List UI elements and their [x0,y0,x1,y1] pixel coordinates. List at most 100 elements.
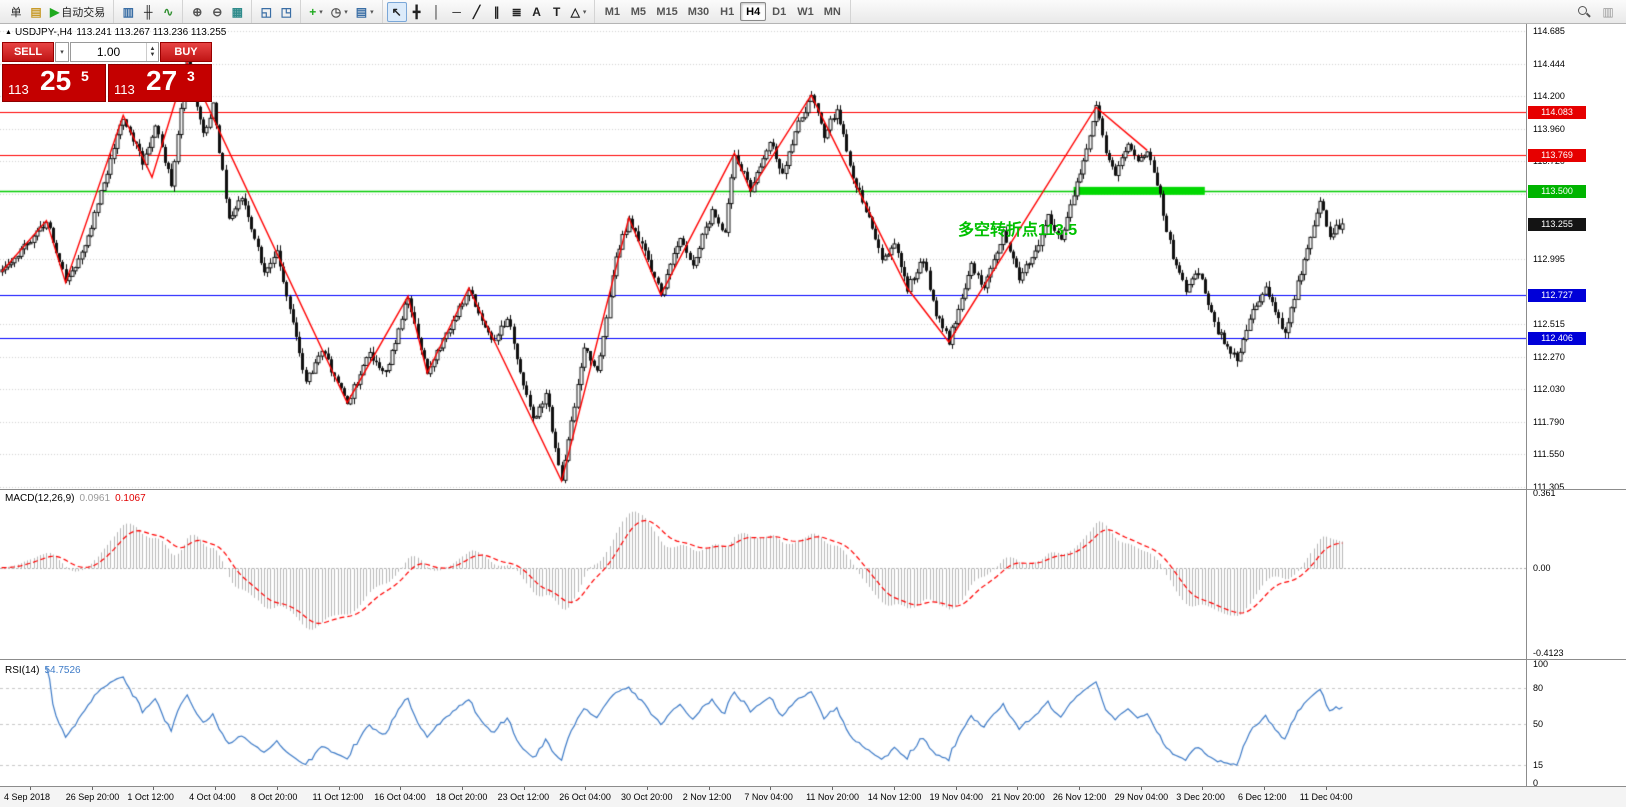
price-badge: 112.727 [1528,289,1586,303]
bar-chart-button[interactable]: ▥ [118,2,138,22]
main-chart-panel: ▲ USDJPY-,H4 113.241 113.267 113.236 113.2… [0,24,1526,489]
autotrading-icon: ▶ [50,4,60,19]
price-badge: 113.255 [1528,217,1586,231]
panel-separator[interactable] [0,489,1626,490]
time-label: 11 Nov 20:00 [806,792,859,802]
time-tick-mark [400,787,402,790]
spin-up-icon[interactable]: ▲ [149,46,156,52]
time-label: 4 Oct 04:00 [189,792,236,802]
time-label: 1 Oct 12:00 [127,792,174,802]
new-chart-button[interactable]: ▤ [26,2,46,22]
periods-button[interactable]: ◷ ▾ [327,2,352,22]
sell-button[interactable]: SELL [2,42,54,62]
time-label: 2 Nov 12:00 [682,792,732,802]
orders-group: 单 ▤ ▶ 自动交易 [2,0,115,23]
label-button[interactable]: T [547,2,567,22]
tile-windows-icon: ◱ [260,4,272,19]
vertical-line-button[interactable]: │ [427,2,447,22]
fibonacci-icon: ≣ [511,4,522,19]
periods-icon: ◷ [330,4,342,19]
line-chart-button[interactable]: ∿ [158,2,178,22]
timeframe-m15-button[interactable]: M15 [656,5,678,18]
cursor-button[interactable]: ↖ [386,1,407,22]
channel-button[interactable]: ∥ [487,2,507,22]
bid-price-prefix: 113 [8,82,29,97]
indicators-button[interactable]: + ▾ [305,2,327,22]
tile-windows-button[interactable]: ◱ [256,2,276,22]
time-label: 26 Sep 20:00 [65,792,120,802]
price-tick: 114.200 [1533,91,1565,102]
zoom-in-button[interactable]: ⊕ [187,2,207,22]
price-tick: 113.960 [1533,123,1565,134]
search-icon [1578,5,1590,18]
order-button[interactable]: 单 [6,2,26,22]
timeframe-d1-button[interactable]: D1 [772,5,787,18]
rsi-header: RSI(14) 54.7526 [5,665,86,676]
time-label: 6 Dec 12:00 [1238,792,1287,802]
ask-price-prefix: 113 [114,82,135,97]
price-axis[interactable]: 114.685114.444114.200113.960113.720113.4… [1526,24,1626,788]
price-badge: 113.500 [1528,184,1586,198]
price-tick: 111.305 [1533,482,1565,492]
price-badge: 114.083 [1528,106,1586,120]
time-tick-mark [585,787,587,790]
horizontal-line-button[interactable]: ─ [447,2,467,22]
buy-button[interactable]: BUY [160,42,212,62]
trendline-icon: ╱ [473,4,481,19]
time-tick-mark [338,787,340,790]
templates-button[interactable]: ▤ ▾ [352,2,378,22]
crosshair-icon: ╋ [413,4,421,19]
time-label: 29 Nov 04:00 [1114,792,1169,802]
time-tick-mark [153,787,155,790]
fibonacci-button[interactable]: ≣ [507,2,527,22]
macd-canvas[interactable] [0,490,1526,659]
grid-button[interactable]: ▦ [227,2,247,22]
bid-price-button[interactable]: 113 25 5 [2,64,106,102]
search-button[interactable] [1574,2,1594,22]
zoom-out-button[interactable]: ⊖ [207,2,227,22]
price-tick: 112.270 [1533,351,1565,362]
timeframe-h1-button[interactable]: H1 [720,5,735,18]
rsi-canvas[interactable] [0,662,1526,785]
rsi-tick: 80 [1533,682,1544,693]
ask-price-button[interactable]: 113 27 3 [108,64,212,102]
chart-windows-button[interactable]: ▥ [1598,2,1618,22]
time-label: 18 Oct 20:00 [435,792,488,802]
chart-windows-icon: ▥ [1602,4,1614,19]
timeframe-w1-button[interactable]: W1 [797,5,814,18]
cascade-windows-button[interactable]: ◳ [276,2,296,22]
price-tick: 112.995 [1533,254,1565,264]
vertical-line-icon: │ [432,4,441,19]
trendline-button[interactable]: ╱ [467,2,487,22]
price-tick: 114.444 [1533,58,1565,69]
panel-separator[interactable] [0,659,1626,660]
horizontal-line-icon: ─ [452,4,461,19]
drawing-group: ↖ ╋ │ ─ ╱ ∥ ≣ A T △ ▾ [383,0,596,23]
time-tick-mark [832,787,834,790]
pivot-annotation: 多空转折点113.5 [958,222,1078,239]
volume-stepper[interactable]: ▲ ▼ [146,43,158,61]
volume-field[interactable]: 1.00 ▲ ▼ [70,42,159,62]
rsi-tick: 15 [1533,760,1544,771]
shapes-button[interactable]: △ ▾ [567,2,591,22]
spin-down-icon[interactable]: ▼ [149,52,156,58]
time-tick-mark [1017,787,1019,790]
candlestick-chart-button[interactable]: ╫ [138,2,158,22]
text-button[interactable]: A [527,2,547,22]
ask-price-sup: 3 [187,68,195,84]
time-axis[interactable]: 4 Sep 2018 26 Sep 20:00 1 Oct 12:00 4 Oct 0… [0,786,1626,807]
timeframe-m5-button[interactable]: M5 [630,5,647,18]
timeframe-m30-button[interactable]: M30 [687,5,710,18]
timeframe-m1-button[interactable]: M1 [604,5,621,18]
autotrading-button-label: 自动交易 [61,6,106,19]
autotrading-button[interactable]: ▶ 自动交易 [46,2,109,22]
timeframe-h4-button[interactable]: H4 [740,2,767,21]
toolbar-right-group: ▥ [1574,2,1624,22]
crosshair-button[interactable]: ╋ [407,2,427,22]
timeframe-mn-button[interactable]: MN [823,5,841,18]
volume-preset-dropdown[interactable]: ▾ [55,42,69,62]
symbol-ohlc: 113.241 113.267 113.236 113.255 [76,27,227,38]
time-tick-mark [1202,787,1204,790]
price-chart-canvas[interactable] [0,24,1526,489]
